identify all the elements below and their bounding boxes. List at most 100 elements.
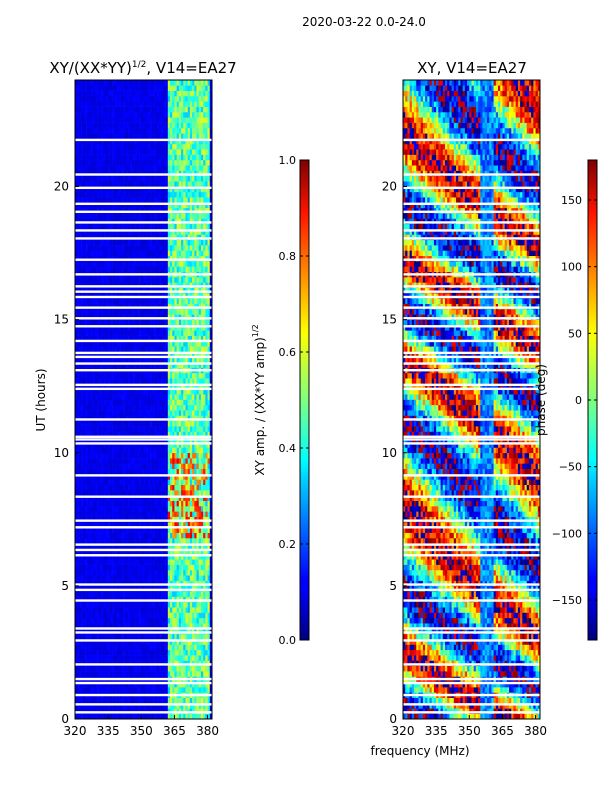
heatmap-cell (99, 447, 102, 454)
heatmap-cell (101, 687, 105, 693)
heatmap-cell (192, 649, 195, 656)
heatmap-cell (130, 319, 133, 326)
heatmap-cell (161, 617, 164, 624)
heatmap-cell (119, 703, 122, 709)
heatmap-cell (116, 500, 120, 507)
heatmap-cell (79, 553, 82, 560)
heatmap-cell (103, 468, 107, 475)
heatmap-cell (92, 330, 96, 336)
heatmap-cell (79, 378, 82, 384)
heatmap-cell (134, 319, 138, 326)
heatmap-cell (161, 612, 164, 619)
heatmap-cell (170, 633, 173, 640)
heatmap-cell (174, 426, 177, 432)
heatmap-cell (178, 500, 182, 507)
heatmap-cell (101, 681, 105, 688)
heatmap-cell (181, 506, 184, 512)
heatmap-cell (81, 404, 85, 411)
heatmap-cell (77, 617, 80, 624)
heatmap-cell (75, 671, 78, 677)
heatmap-cell (125, 543, 129, 549)
heatmap-cell (105, 394, 109, 400)
heatmap-cell (198, 537, 202, 544)
heatmap-cell (189, 665, 193, 672)
heatmap-cell (174, 649, 177, 656)
heatmap-cell (189, 383, 193, 390)
heatmap-cell (75, 319, 78, 326)
heatmap-cell (108, 639, 111, 645)
heatmap-cell (139, 532, 142, 539)
heatmap-cell (170, 681, 173, 688)
heatmap-cell (209, 340, 213, 347)
heatmap-cell (136, 458, 140, 464)
heatmap-cell (183, 543, 186, 549)
heatmap-cell (185, 703, 188, 709)
heatmap-cell (130, 394, 133, 400)
heatmap-cell (134, 564, 138, 571)
heatmap-cell (90, 564, 93, 571)
heatmap-cell (143, 447, 147, 454)
heatmap-cell (209, 404, 213, 411)
heatmap-cell (156, 484, 160, 491)
heatmap-cell (86, 548, 89, 555)
heatmap-cell (200, 458, 204, 464)
heatmap-cell (79, 521, 82, 528)
heatmap-cell (90, 511, 93, 517)
heatmap-cell (165, 644, 169, 651)
heatmap-cell (134, 521, 138, 528)
heatmap-cell (101, 671, 105, 677)
heatmap-cell (121, 468, 124, 475)
heatmap-cell (189, 607, 193, 613)
heatmap-cell (123, 564, 127, 571)
heatmap-cell (145, 506, 149, 512)
heatmap-cell (170, 612, 173, 619)
heatmap-cell (141, 591, 144, 597)
heatmap-cell (110, 671, 113, 677)
heatmap-cell (209, 324, 213, 331)
heatmap-cell (196, 468, 200, 475)
heatmap-cell (196, 506, 200, 512)
heatmap-cell (158, 383, 162, 390)
heatmap-cell (194, 346, 197, 352)
heatmap-cell (203, 431, 206, 438)
heatmap-cell (150, 553, 153, 560)
heatmap-cell (209, 644, 213, 651)
heatmap-cell (209, 495, 213, 501)
heatmap-cell (156, 463, 160, 470)
heatmap-cell (154, 511, 158, 517)
heatmap-cell (99, 591, 102, 597)
heatmap-cell (187, 639, 191, 645)
heatmap-cell (123, 511, 127, 517)
heatmap-cell (207, 559, 211, 565)
heatmap-cell (174, 511, 177, 517)
heatmap-cell (125, 479, 129, 486)
heatmap-cell (139, 665, 142, 672)
heatmap-cell (150, 356, 153, 363)
heatmap-cell (88, 697, 91, 704)
heatmap-cell (152, 569, 155, 576)
heatmap-cell (194, 639, 197, 645)
heatmap-cell (185, 617, 188, 624)
heatmap-cell (165, 687, 169, 693)
heatmap-cell (189, 330, 193, 336)
heatmap-cell (81, 511, 85, 517)
heatmap-cell (200, 351, 204, 358)
heatmap-cell (145, 601, 149, 608)
heatmap-cell (108, 399, 111, 406)
heatmap-cell (183, 340, 186, 347)
heatmap-cell (165, 559, 169, 565)
heatmap-cell (79, 495, 82, 501)
heatmap-cell (187, 404, 191, 411)
heatmap-cell (187, 564, 191, 571)
heatmap-cell (192, 474, 195, 480)
heatmap-cell (196, 388, 200, 395)
heatmap-cell (139, 703, 142, 709)
heatmap-cell (203, 495, 206, 501)
heatmap-cell (158, 356, 162, 363)
heatmap-cell (170, 559, 173, 565)
heatmap-cell (145, 410, 149, 416)
heatmap-cell (189, 703, 193, 709)
heatmap-cell (99, 388, 102, 395)
heatmap-cell (77, 442, 80, 448)
heatmap-cell (92, 543, 96, 549)
